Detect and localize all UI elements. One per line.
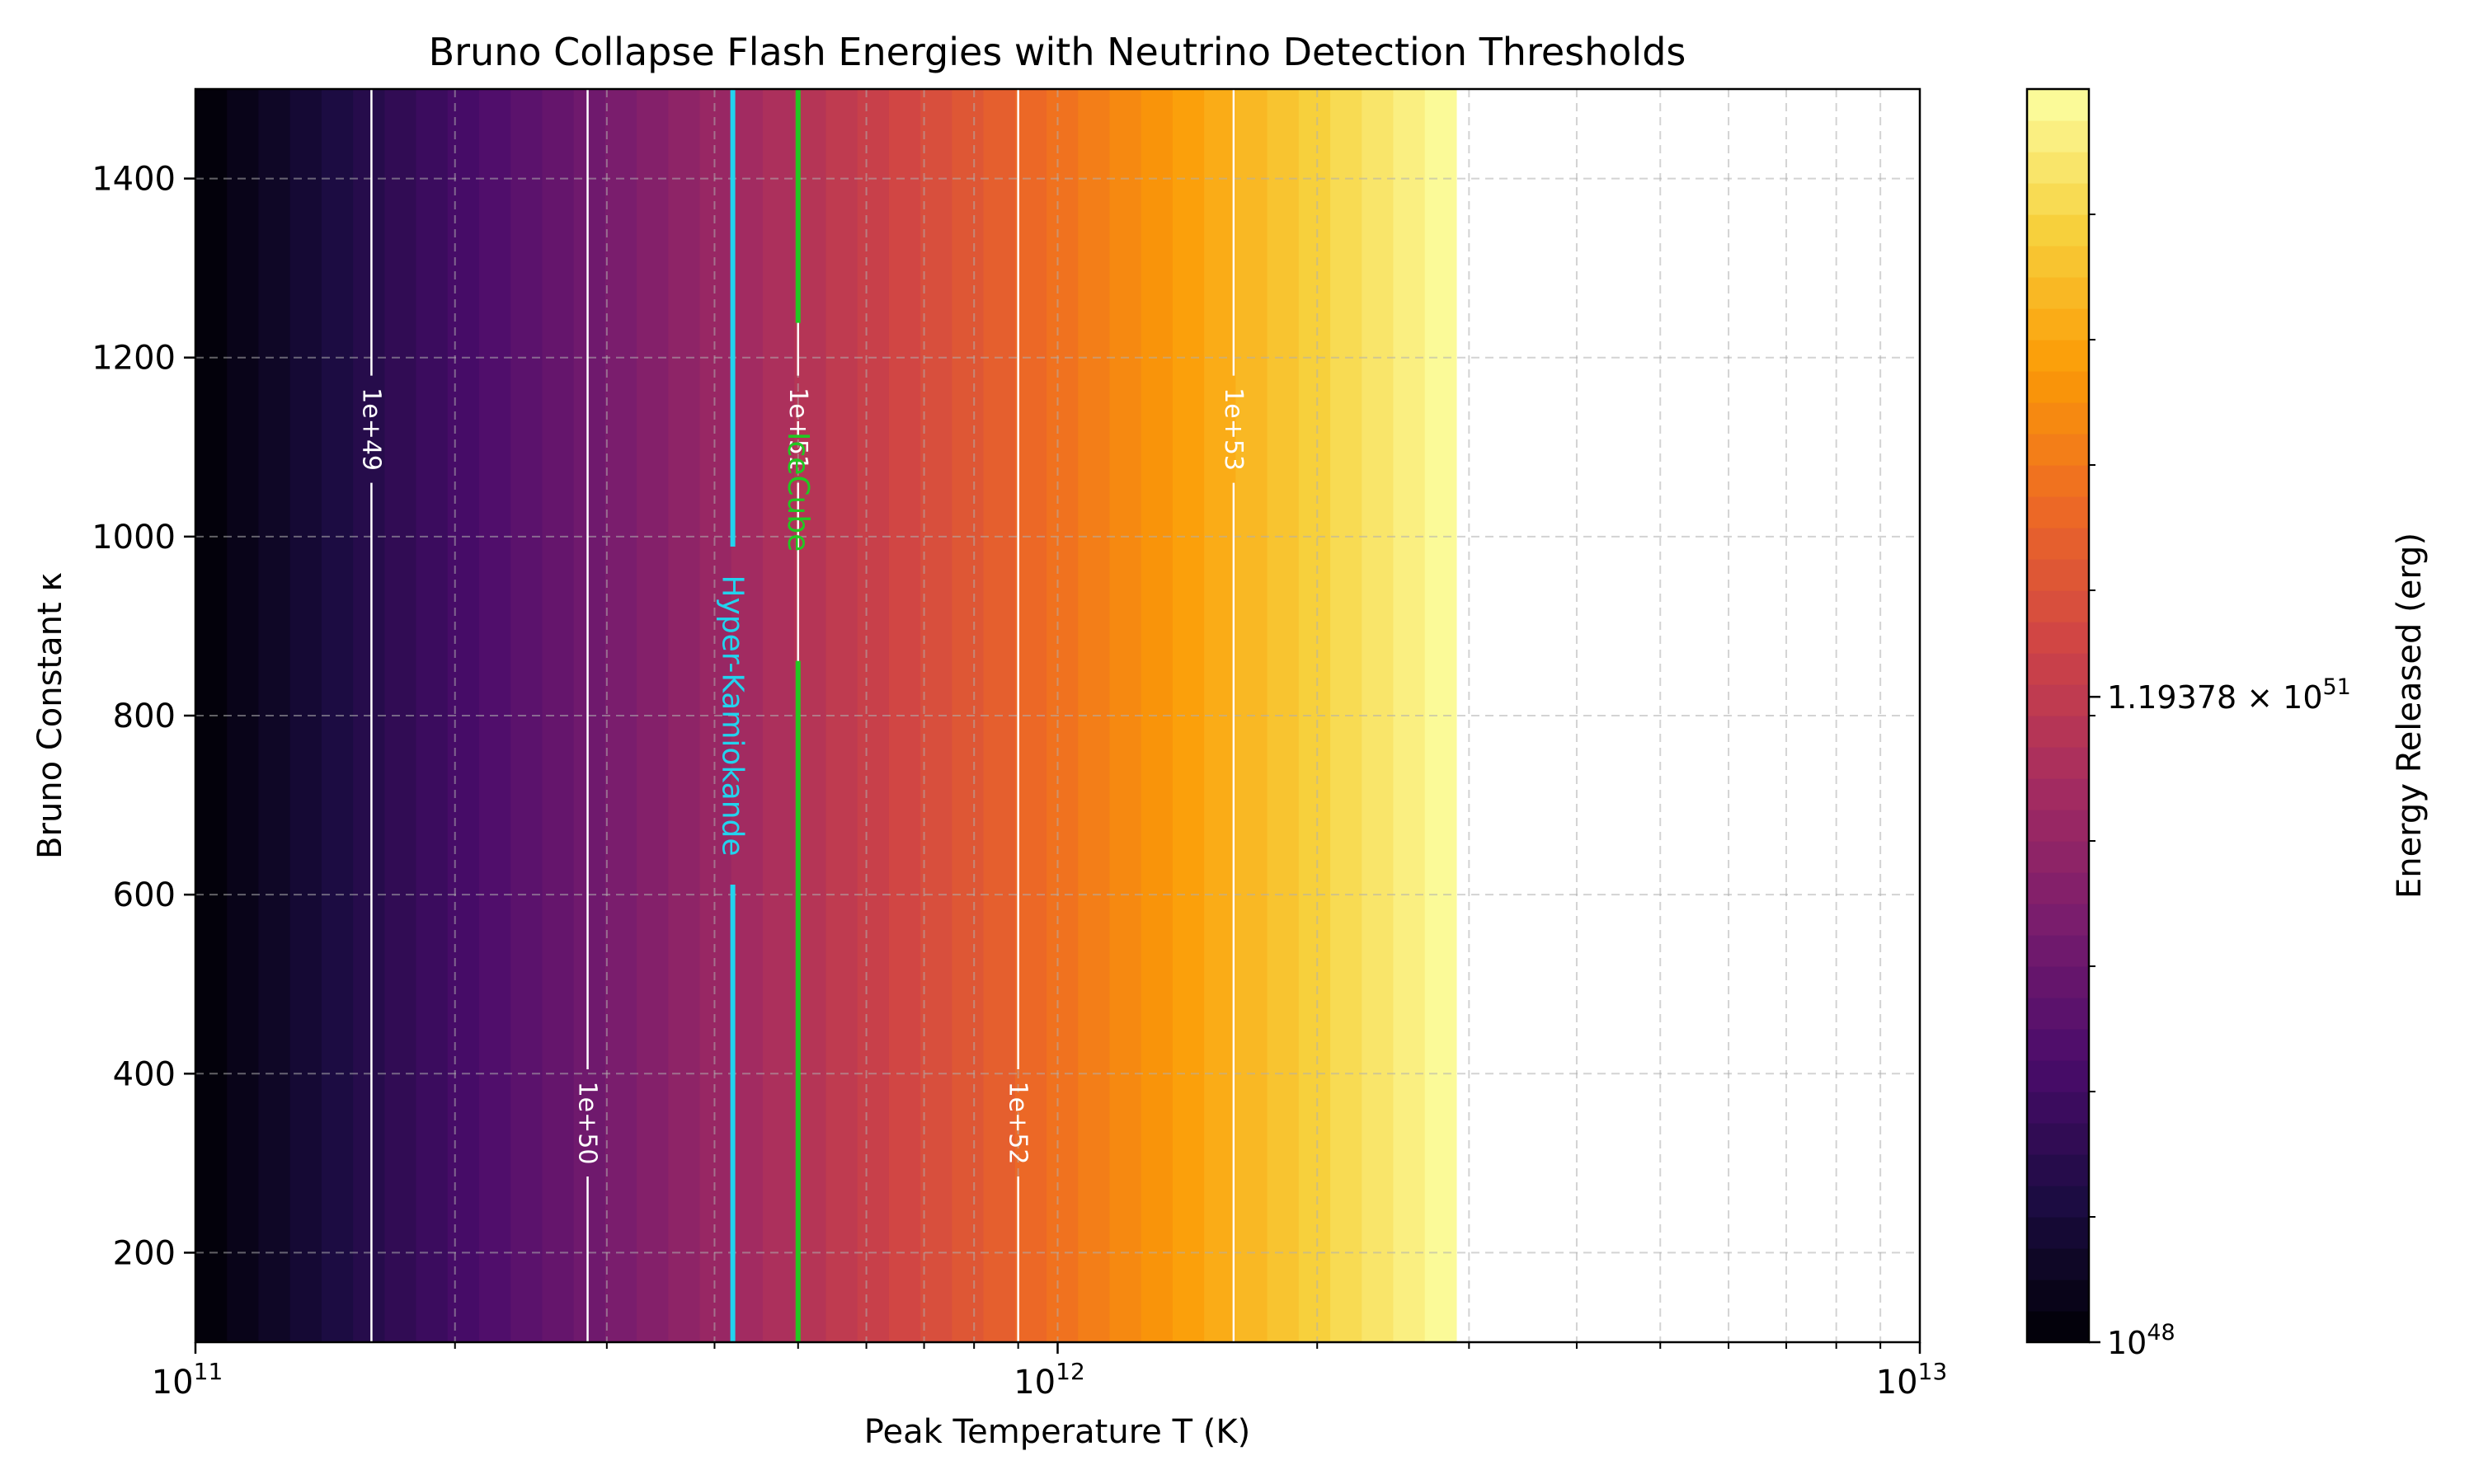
y-tick-label: 1200 xyxy=(92,340,176,378)
colorbar-band xyxy=(2027,528,2089,560)
colorbar-band xyxy=(2027,340,2089,372)
colorbar-band xyxy=(2027,246,2089,278)
colorbar-band xyxy=(2027,590,2089,622)
x-axis: 1011 1012 1013 xyxy=(152,1342,1947,1402)
colorbar-band xyxy=(2027,214,2089,247)
y-tick-label: 600 xyxy=(113,876,176,914)
x-tick-label: 1011 xyxy=(152,1358,223,1402)
colorbar-band xyxy=(2027,1186,2089,1218)
colorbar-label: Energy Released (erg) xyxy=(2391,533,2429,899)
colorbar-band xyxy=(2027,89,2089,121)
colorbar-band xyxy=(2027,277,2089,309)
contour-label: 1e+53 xyxy=(1219,387,1248,471)
colorbar-band xyxy=(2027,747,2089,779)
colorbar-band xyxy=(2027,1154,2089,1186)
colorbar xyxy=(2027,89,2089,1343)
colorbar-band xyxy=(2027,1248,2089,1280)
contour-label: 1e+51 xyxy=(783,387,812,471)
colorbar-band xyxy=(2027,1092,2089,1124)
colorbar-band xyxy=(2027,1123,2089,1155)
colorbar-band xyxy=(2027,778,2089,810)
colorbar-band xyxy=(2027,402,2089,434)
colorbar-band xyxy=(2027,559,2089,591)
y-axis: 200 400 600 800 1000 1200 1400 xyxy=(92,161,195,1272)
y-tick-label: 1000 xyxy=(92,519,176,556)
colorbar-band xyxy=(2027,904,2089,936)
colorbar-band xyxy=(2027,308,2089,340)
colorbar-band xyxy=(2027,120,2089,153)
grid-lines xyxy=(195,89,1920,1342)
colorbar-band xyxy=(2027,1060,2089,1092)
contour-label: 1e+50 xyxy=(573,1082,602,1165)
colorbar-band xyxy=(2027,622,2089,654)
colorbar-band xyxy=(2027,872,2089,904)
colorbar-band xyxy=(2027,716,2089,748)
colorbar-band xyxy=(2027,1280,2089,1312)
contour-label: 1e+49 xyxy=(356,387,385,471)
colorbar-band xyxy=(2027,1311,2089,1343)
colorbar-band xyxy=(2027,434,2089,466)
threshold-label: Hyper-Kamiokande xyxy=(716,575,750,856)
colorbar-band xyxy=(2027,810,2089,842)
colorbar-tick-label: 1.19378 × 1051 xyxy=(2107,674,2351,716)
colorbar-band xyxy=(2027,371,2089,403)
colorbar-band xyxy=(2027,1029,2089,1061)
y-tick-label: 400 xyxy=(113,1055,176,1093)
colorbar-band xyxy=(2027,183,2089,215)
threshold-lines: Hyper-Kamiokande IceCube xyxy=(716,89,815,1342)
y-tick-label: 200 xyxy=(113,1234,176,1272)
colorbar-band xyxy=(2027,935,2089,967)
colorbar-band xyxy=(2027,966,2089,998)
threshold-label: IceCube xyxy=(781,432,815,552)
y-axis-label: Bruno Constant κ xyxy=(31,572,69,859)
contour-label: 1e+52 xyxy=(1004,1082,1032,1165)
colorbar-band xyxy=(2027,998,2089,1030)
colorbar-band xyxy=(2027,653,2089,685)
x-axis-label: Peak Temperature T (K) xyxy=(864,1413,1250,1451)
colorbar-band xyxy=(2027,684,2089,716)
chart-title: Bruno Collapse Flash Energies with Neutr… xyxy=(429,30,1686,74)
y-tick-label: 1400 xyxy=(92,161,176,199)
y-tick-label: 800 xyxy=(113,697,176,735)
colorbar-band xyxy=(2027,465,2089,497)
colorbar-band xyxy=(2027,496,2089,528)
colorbar-band xyxy=(2027,1217,2089,1249)
colorbar-band xyxy=(2027,841,2089,873)
colorbar-band xyxy=(2027,152,2089,184)
